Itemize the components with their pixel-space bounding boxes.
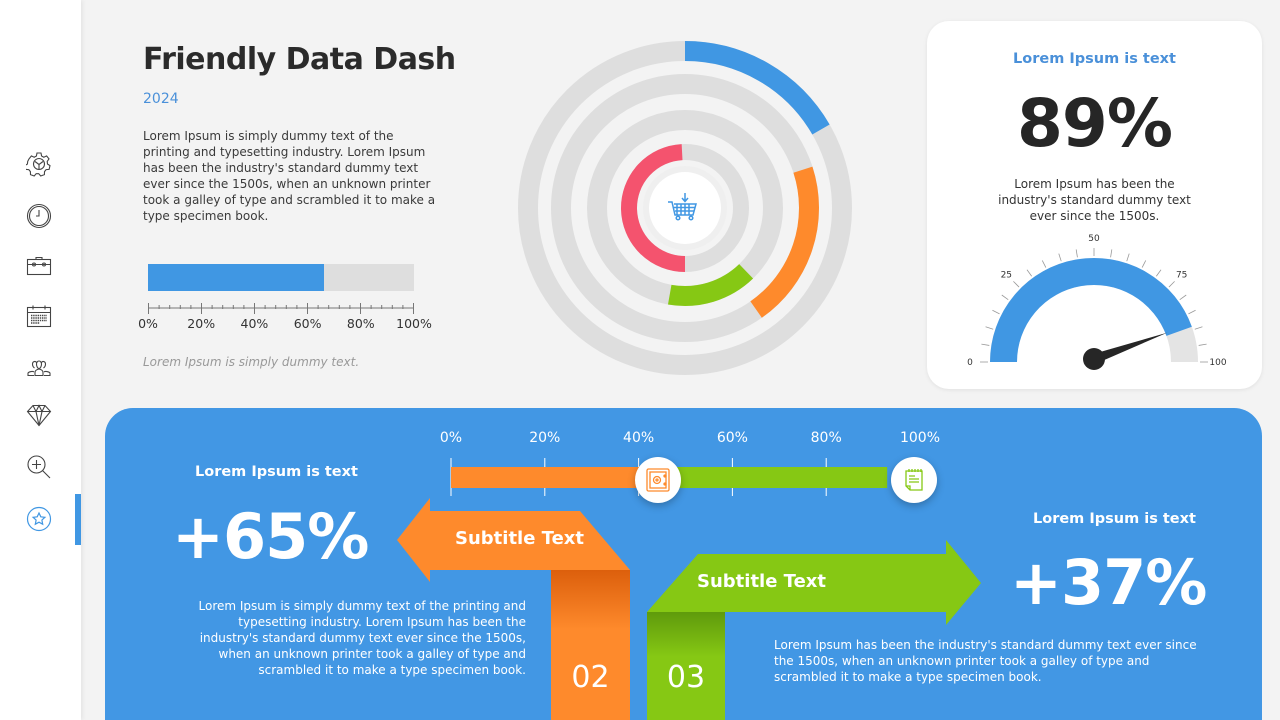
progress-caption: Lorem Ipsum is simply dummy text. — [143, 355, 360, 369]
radial-progress-chart — [518, 41, 852, 375]
svg-text:25: 25 — [1001, 270, 1012, 280]
timeline-axis-label: 80% — [810, 430, 842, 446]
arrow-right — [647, 540, 981, 625]
timeline-axis-labels: 0% 20% 40% 60% 80% 100% — [405, 430, 965, 446]
sidebar-item-diamond[interactable] — [26, 402, 52, 428]
left-stat-value: +65% — [172, 500, 369, 573]
sidebar-item-favorites[interactable] — [26, 506, 52, 532]
svg-text:75: 75 — [1176, 270, 1187, 280]
timeline-axis-label: 40% — [623, 430, 655, 446]
svg-text:0: 0 — [967, 358, 973, 368]
active-indicator — [75, 494, 81, 545]
axis-label: 40% — [240, 316, 269, 331]
ribbon-03 — [647, 612, 725, 720]
step-number-02: 02 — [571, 660, 610, 695]
svg-text:100: 100 — [1209, 358, 1226, 368]
sidebar-item-zoom-in[interactable] — [26, 454, 52, 480]
sidebar-item-clock[interactable] — [26, 203, 52, 229]
axis-label: 80% — [346, 316, 375, 331]
kpi-card-title: Lorem Ipsum is text — [1013, 51, 1176, 67]
star-icon — [26, 506, 52, 532]
axis-label: 60% — [293, 316, 322, 331]
milestone-notepad[interactable] — [891, 457, 937, 503]
axis-label: 20% — [187, 316, 216, 331]
progress-bar — [148, 264, 414, 291]
safe-icon — [646, 468, 670, 492]
calendar-icon — [26, 305, 52, 328]
sidebar-item-calendar[interactable] — [26, 303, 52, 329]
svg-text:50: 50 — [1088, 234, 1100, 244]
notepad-icon — [905, 469, 923, 491]
clock-icon — [26, 203, 52, 229]
right-stat-label: Lorem Ipsum is text — [1033, 511, 1196, 527]
intro-text: Lorem Ipsum is simply dummy text of the … — [143, 129, 436, 223]
ribbon-02 — [551, 570, 630, 720]
left-stat-label: Lorem Ipsum is text — [195, 464, 358, 480]
milestone-safe[interactable] — [635, 457, 681, 503]
zoom-in-icon — [27, 455, 51, 479]
gauge-chart: 0 25 50 75 100 — [967, 234, 1227, 370]
kpi-card: Lorem Ipsum is text 89% Lorem Ipsum has … — [927, 21, 1262, 389]
timeline-axis-label: 0% — [439, 430, 463, 446]
kpi-card-text: Lorem Ipsum has been the industry's stan… — [998, 177, 1191, 223]
left-subtitle: Subtitle Text — [455, 528, 584, 549]
year-label: 2024 — [143, 91, 179, 107]
gear-icon — [26, 152, 51, 177]
step-number-03: 03 — [666, 660, 706, 695]
sidebar-item-settings[interactable] — [26, 151, 52, 177]
right-stat-text: Lorem Ipsum has been the industry's stan… — [774, 638, 1197, 684]
right-subtitle: Subtitle Text — [697, 571, 826, 592]
toolbox-icon — [26, 256, 52, 276]
kpi-card-value: 89% — [1017, 85, 1173, 162]
arrow-left — [397, 498, 630, 582]
sidebar-item-users[interactable] — [26, 353, 52, 379]
timeline-axis-label: 60% — [716, 430, 748, 446]
sidebar — [0, 0, 81, 720]
radial-ring-arc — [621, 144, 686, 272]
bottom-panel: 0% 20% 40% 60% 80% 100% Lorem Ipsum is text +… — [105, 408, 1262, 720]
axis-label: 0% — [138, 316, 158, 331]
panel-shapes — [397, 458, 981, 720]
left-stat-text: Lorem Ipsum is simply dummy text of the … — [198, 599, 526, 677]
sidebar-item-toolbox[interactable] — [26, 253, 52, 279]
radial-ring-arc — [667, 263, 754, 306]
timeline-segment — [657, 467, 888, 488]
axis-label: 100% — [396, 316, 432, 331]
progress-bar-fill — [148, 264, 324, 291]
page-title: Friendly Data Dash — [143, 42, 456, 77]
radial-ring-arc — [684, 41, 830, 135]
timeline-axis-label: 20% — [529, 430, 561, 446]
right-stat-value: +37% — [1010, 546, 1207, 619]
radial-ring-arc — [750, 166, 819, 318]
progress-axis-labels: 0% 20% 40% 60% 80% 100% — [138, 316, 432, 332]
shopping-cart-download-icon — [668, 193, 697, 221]
timeline-axis-label: 100% — [899, 430, 941, 446]
users-icon — [27, 360, 51, 377]
progress-axis — [148, 303, 414, 314]
timeline-segment — [451, 467, 658, 488]
diamond-icon — [26, 404, 52, 427]
